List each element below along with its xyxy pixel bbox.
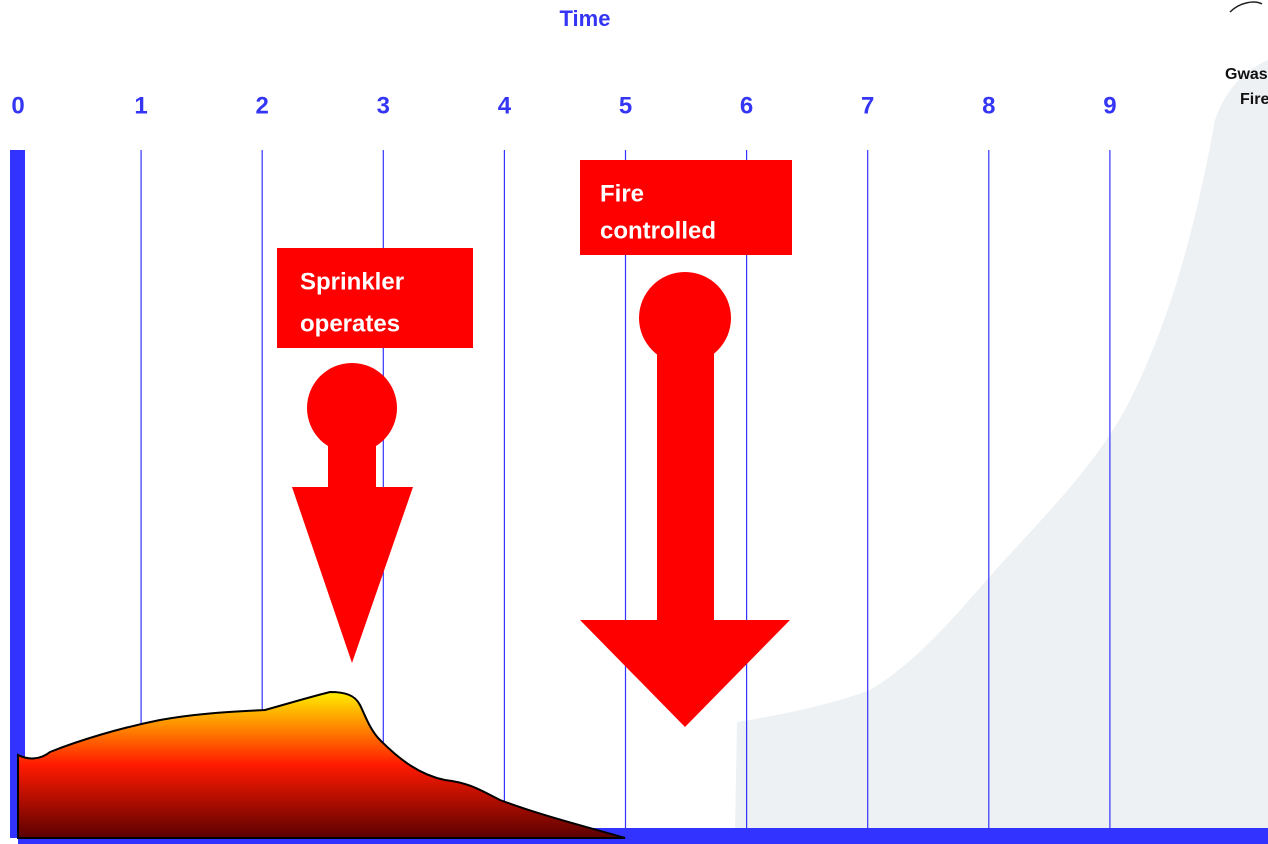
tick-label: 4 — [498, 92, 512, 119]
background-shape — [735, 60, 1268, 830]
tick-label: 5 — [619, 92, 632, 119]
slide: Time Sprinkler operates Fire controlled … — [0, 0, 1268, 844]
tick-label: 9 — [1103, 92, 1116, 119]
sprinkler-arrow — [292, 363, 413, 663]
logo-swirl — [1230, 2, 1262, 12]
control-arrow — [580, 272, 790, 727]
callout-text: Fire — [600, 180, 644, 207]
logo-text: Fire a — [1240, 91, 1268, 108]
tick-label: 2 — [256, 92, 269, 119]
logo-text: Gwasa — [1225, 66, 1268, 83]
callout-text: controlled — [600, 217, 716, 244]
callout-text: Sprinkler — [300, 268, 404, 295]
tick-label: 3 — [377, 92, 390, 119]
fire-shape — [18, 692, 625, 838]
tick-label: 7 — [861, 92, 874, 119]
tick-label: 0 — [11, 92, 24, 119]
axis-left-bar — [10, 150, 25, 838]
axis-title: Time — [560, 6, 611, 31]
tick-label: 1 — [134, 92, 147, 119]
tick-label: 6 — [740, 92, 753, 119]
tick-label: 8 — [982, 92, 995, 119]
callout-text: operates — [300, 310, 400, 337]
